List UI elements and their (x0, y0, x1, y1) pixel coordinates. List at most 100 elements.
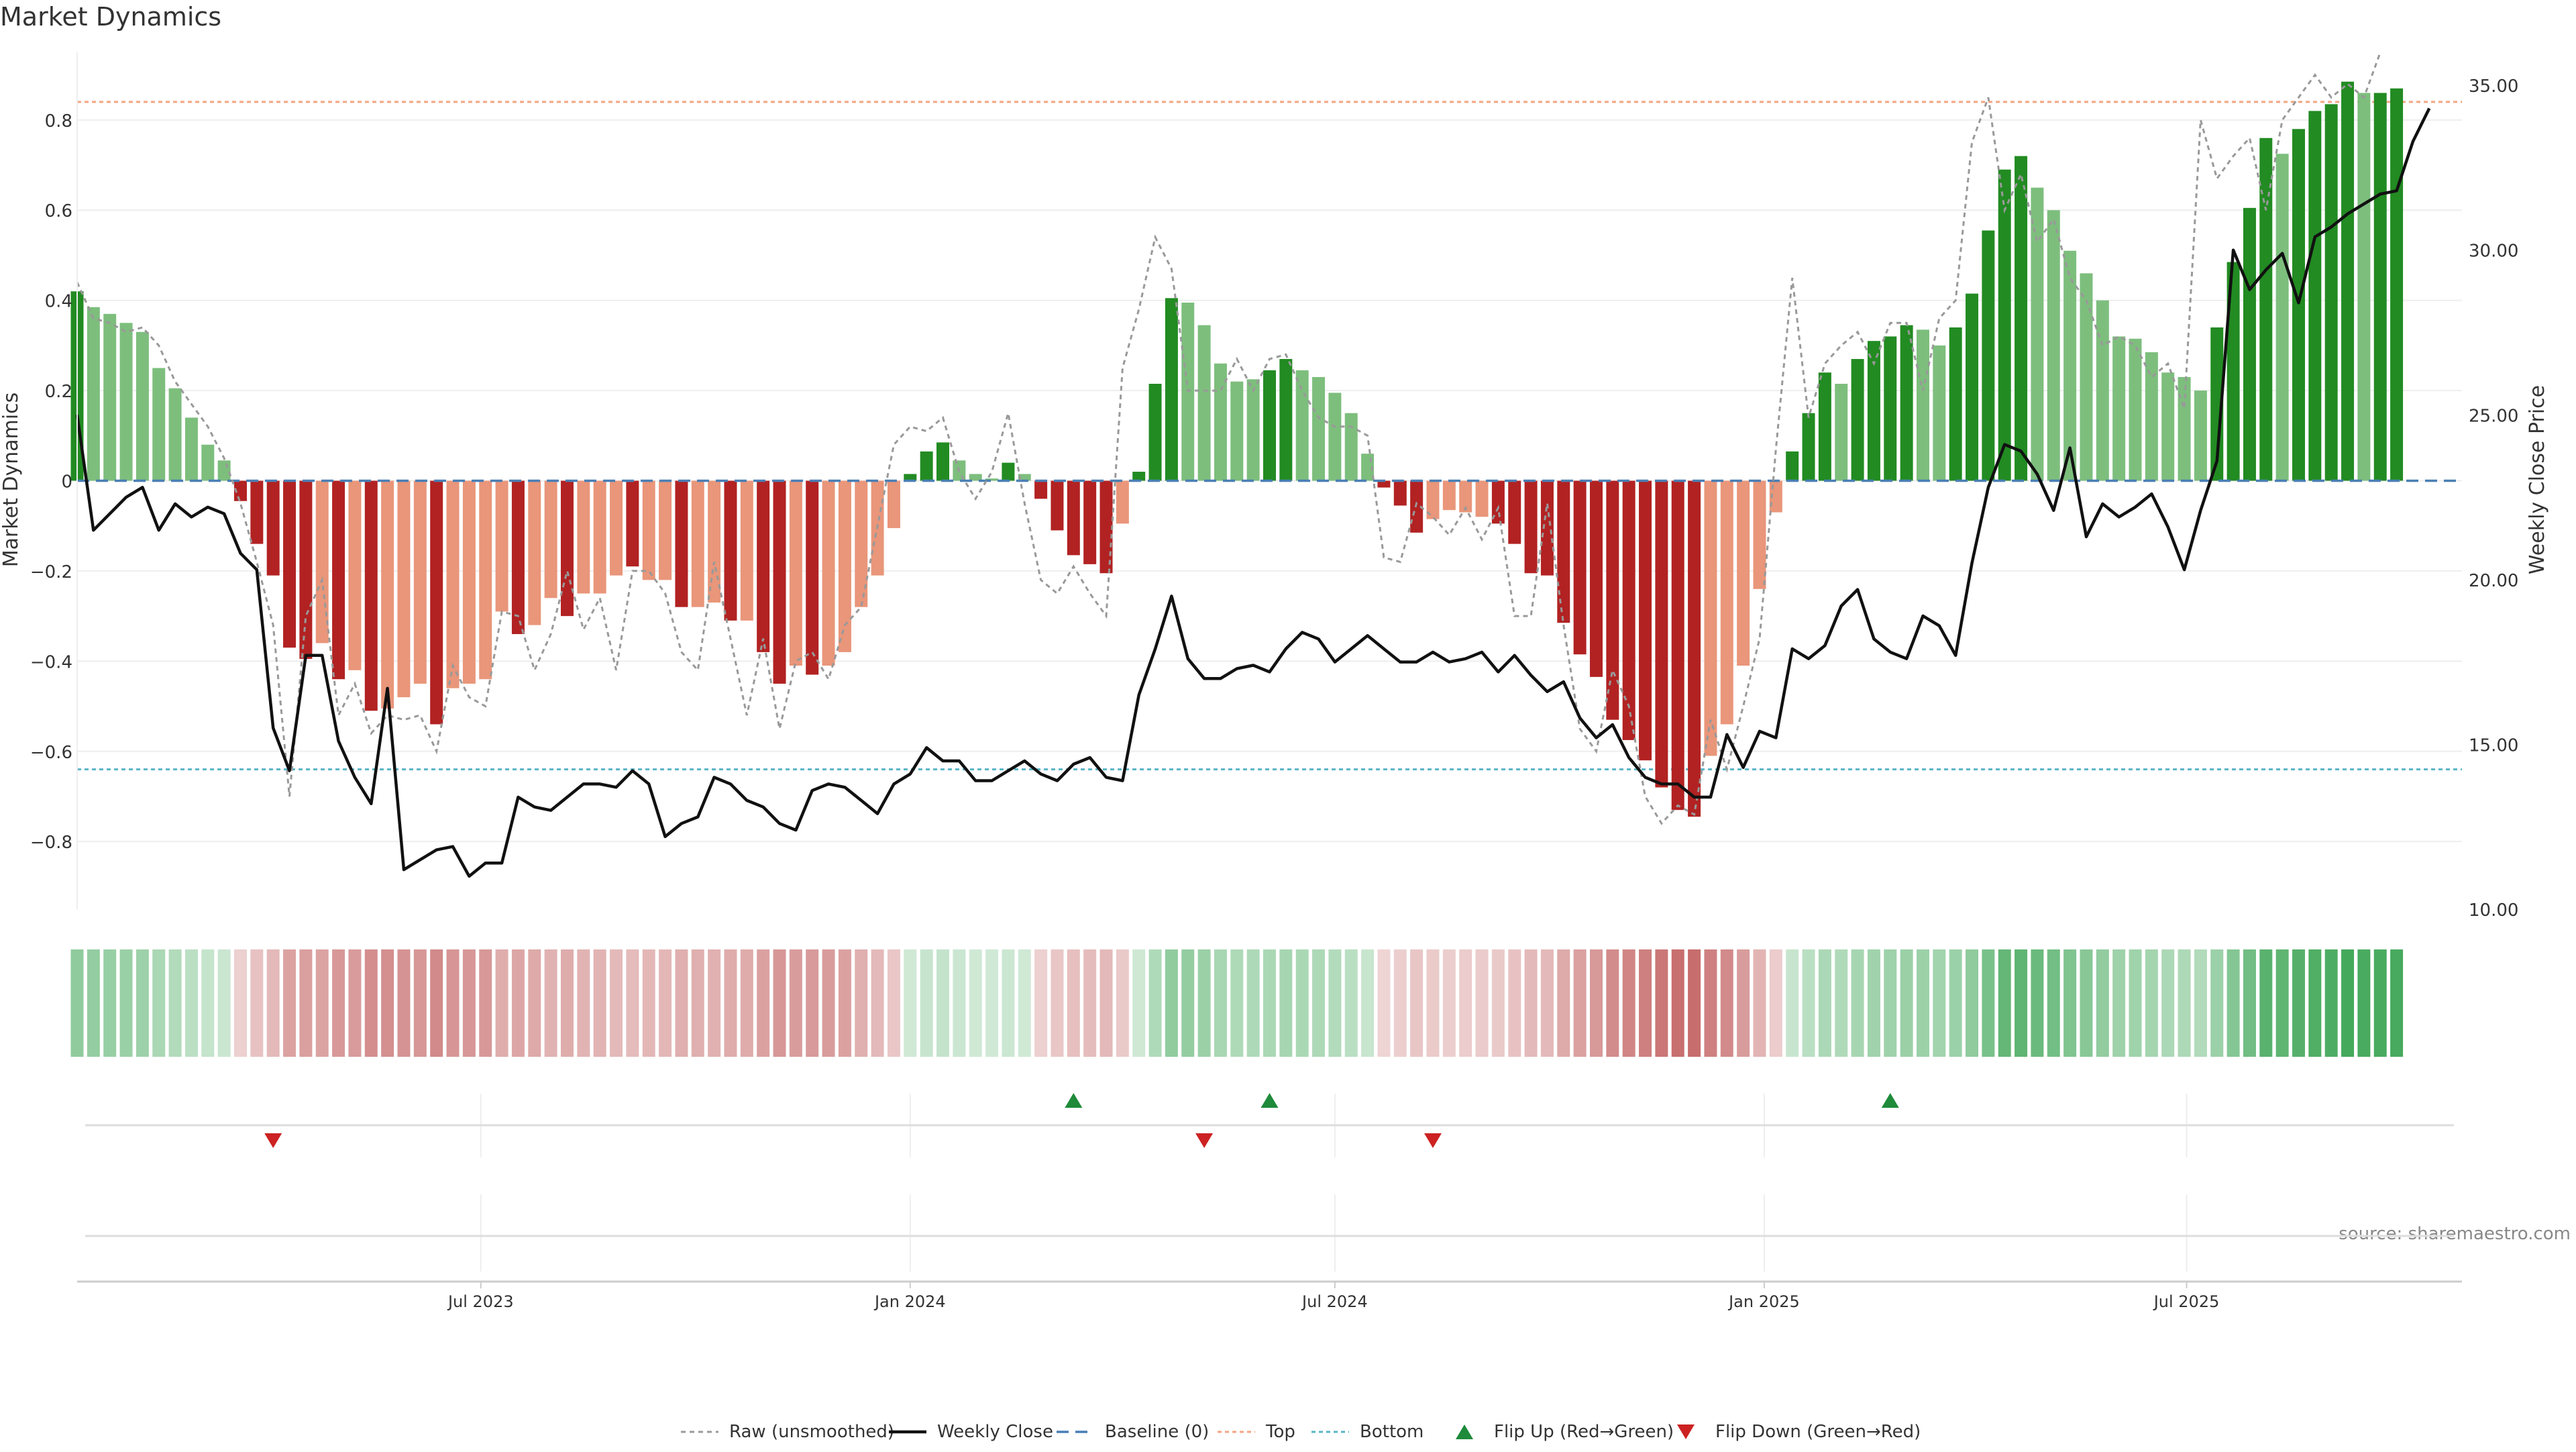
heat-cell-128 (2161, 949, 2175, 1057)
legend: Raw (unsmoothed) Weekly Close Baseline (0)… (681, 1422, 1921, 1442)
bar-121 (2047, 210, 2060, 481)
heat-cell-78 (1344, 949, 1358, 1057)
bar-14 (299, 480, 313, 659)
bar-108 (1835, 383, 1848, 481)
heat-cell-27 (511, 949, 525, 1057)
heat-cell-29 (544, 949, 557, 1057)
y2-tick-label-2: 25.00 (2469, 406, 2518, 426)
heat-cell-90 (1540, 949, 1554, 1057)
legend-label-top: Top (1265, 1422, 1295, 1442)
heat-cell-43 (773, 949, 786, 1057)
legend-item-bottom: Bottom (1311, 1422, 1424, 1442)
bar-31 (577, 480, 590, 594)
bar-48 (855, 480, 868, 607)
heat-cell-62 (1083, 949, 1097, 1057)
legend-label-baseline: Baseline (0) (1105, 1422, 1209, 1442)
heat-cell-72 (1246, 949, 1260, 1057)
flip-up-marker-5 (1881, 1093, 1899, 1108)
heat-cell-8 (201, 949, 215, 1057)
y-tick-label-4: 0 (61, 472, 72, 492)
flip-down-marker-2 (1195, 1133, 1214, 1148)
heat-cell-79 (1361, 949, 1375, 1057)
heat-cell-95 (1622, 949, 1635, 1057)
bar-45 (806, 480, 819, 675)
heat-cell-114 (1933, 949, 1946, 1057)
heat-cell-77 (1328, 949, 1342, 1057)
heat-cell-51 (904, 949, 917, 1057)
y2-tick-label-1: 30.00 (2469, 242, 2518, 262)
bar-98 (1671, 480, 1684, 811)
bar-91 (1557, 480, 1570, 623)
legend-label-flip_down: Flip Down (Green→Red) (1715, 1422, 1921, 1442)
bar-42 (757, 480, 770, 652)
bar-127 (2145, 352, 2158, 481)
heat-cell-12 (266, 949, 280, 1057)
heat-cell-53 (936, 949, 950, 1057)
bar-94 (1606, 480, 1619, 720)
heat-cell-63 (1099, 949, 1113, 1057)
bar-29 (544, 480, 557, 599)
heat-cell-69 (1197, 949, 1211, 1057)
heat-cell-140 (2357, 949, 2371, 1057)
y2-axis-label: Weekly Close Price (2526, 385, 2549, 574)
legend-item-close: Weekly Close (889, 1422, 1053, 1442)
heat-cell-103 (1753, 949, 1766, 1057)
bar-140 (2357, 93, 2371, 481)
heat-cell-115 (1949, 949, 1962, 1057)
heat-cell-32 (593, 949, 606, 1057)
y-tick-label-1: 0.6 (45, 201, 72, 221)
heat-cell-33 (610, 949, 623, 1057)
heat-cell-118 (1998, 949, 2011, 1057)
heat-cell-23 (446, 949, 460, 1057)
bar-133 (2243, 207, 2256, 481)
heat-cell-83 (1426, 949, 1440, 1057)
bar-141 (2373, 93, 2387, 481)
bar-35 (642, 480, 655, 580)
raw-series-line (76, 52, 2381, 825)
heat-cell-20 (397, 949, 411, 1057)
heat-cell-6 (168, 949, 182, 1057)
heat-cell-89 (1524, 949, 1538, 1057)
bar-47 (838, 480, 851, 652)
bar-100 (1704, 480, 1717, 756)
bar-126 (2129, 338, 2142, 481)
heat-cell-21 (413, 949, 427, 1057)
heat-cell-121 (2047, 949, 2060, 1057)
heat-cell-16 (332, 949, 345, 1057)
bar-38 (691, 480, 704, 607)
heat-cell-104 (1769, 949, 1782, 1057)
heat-cell-14 (299, 949, 313, 1057)
bar-18 (364, 480, 378, 711)
y-tick-label-3: 0.2 (45, 382, 72, 402)
bar-134 (2259, 138, 2273, 481)
heat-cell-49 (871, 949, 884, 1057)
heat-cell-35 (642, 949, 655, 1057)
heat-cell-126 (2129, 949, 2142, 1057)
bar-113 (1916, 329, 1929, 481)
bar-11 (250, 480, 264, 544)
bar-135 (2275, 154, 2289, 481)
bar-111 (1884, 336, 1897, 481)
heat-cell-57 (1002, 949, 1015, 1057)
bar-1 (87, 307, 100, 481)
heat-cell-37 (675, 949, 688, 1057)
heat-cell-138 (2324, 949, 2338, 1057)
heat-cell-132 (2226, 949, 2240, 1057)
heat-cell-11 (250, 949, 264, 1057)
bar-34 (626, 480, 639, 567)
heat-cell-39 (708, 949, 721, 1057)
heat-cell-34 (626, 949, 639, 1057)
bar-9 (217, 460, 231, 481)
bar-39 (708, 480, 721, 603)
bar-122 (2063, 250, 2077, 481)
heat-cell-91 (1557, 949, 1570, 1057)
heat-cell-76 (1312, 949, 1326, 1057)
heat-cell-36 (659, 949, 672, 1057)
bar-17 (348, 480, 362, 670)
bar-40 (724, 480, 737, 621)
series-lines (75, 52, 2431, 878)
legend-label-bottom: Bottom (1360, 1422, 1424, 1442)
bar-116 (1966, 293, 1979, 481)
heat-cell-80 (1377, 949, 1391, 1057)
